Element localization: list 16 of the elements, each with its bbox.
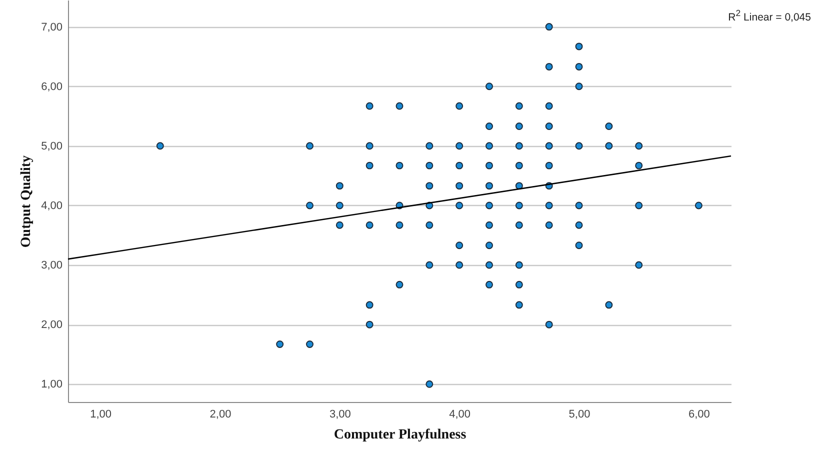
x-tick-label: 5,00 (568, 408, 590, 420)
x-axis-title: Computer Playfulness (334, 428, 467, 442)
y-tick-label: 3,00 (41, 260, 62, 272)
y-tick-label: 7,00 (41, 21, 62, 34)
x-tick-label: 6,00 (688, 408, 710, 420)
annotation: R$^{2}$ Linear = 0,045 (728, 8, 811, 24)
x-tick-label: 4,00 (449, 408, 471, 420)
x-tick-label: 3,00 (329, 408, 351, 420)
y-tick-label: 5,00 (41, 140, 62, 152)
y-tick-label: 2,00 (41, 319, 62, 332)
y-axis-title: Output Quality (19, 155, 34, 248)
y-tick-label: 4,00 (41, 200, 62, 212)
x-tick-label: 1,00 (90, 408, 112, 420)
x-tick-label: 2,00 (210, 408, 232, 420)
y-tick-label: 6,00 (41, 80, 62, 93)
y-tick-label: 1,00 (41, 378, 62, 391)
